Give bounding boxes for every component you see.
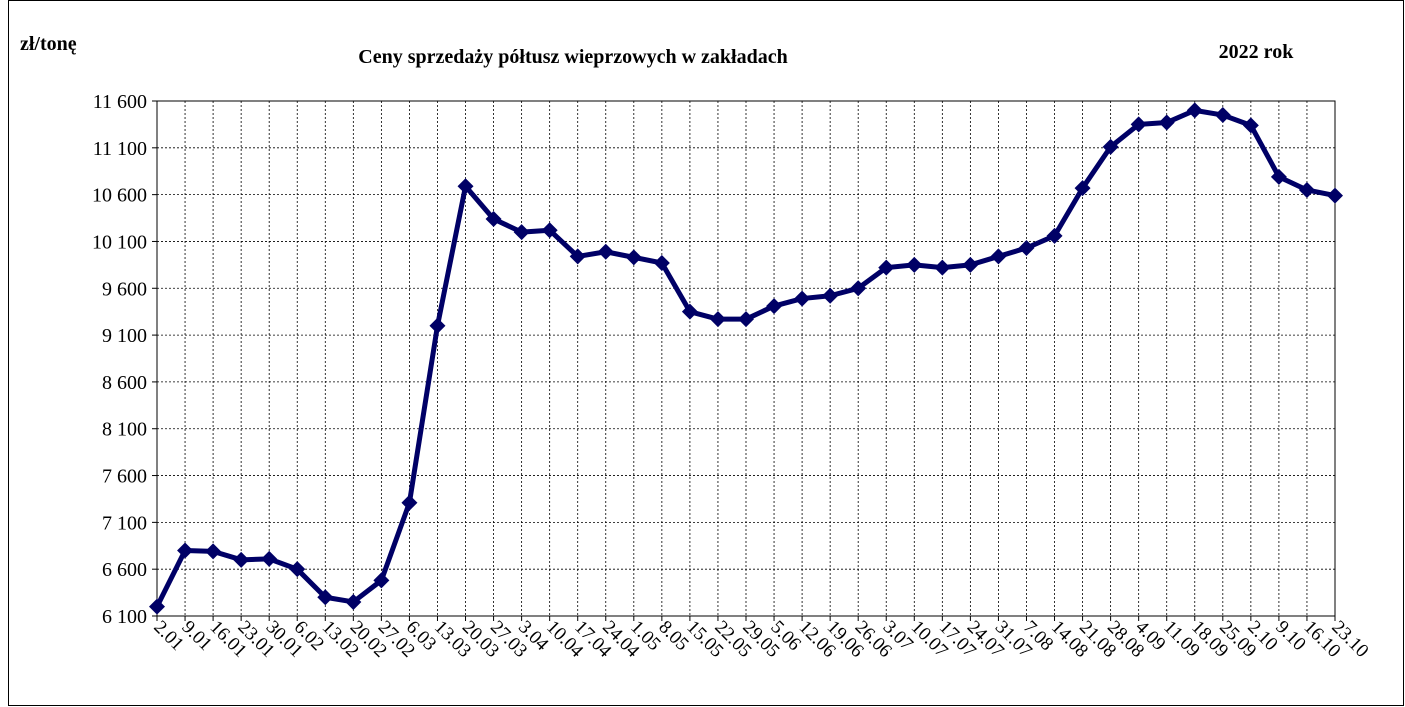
y-tick-label: 11 100 bbox=[93, 138, 147, 160]
chart-title: Ceny sprzedaży półtusz wieprzowych w zak… bbox=[358, 46, 787, 68]
data-point bbox=[738, 311, 754, 328]
data-point bbox=[1158, 114, 1175, 131]
data-point bbox=[429, 317, 446, 334]
data-point bbox=[625, 249, 642, 266]
y-tick-label: 6 600 bbox=[102, 559, 147, 581]
y-tick-label: 7 100 bbox=[102, 512, 147, 534]
data-point bbox=[177, 542, 194, 559]
y-tick-label: 7 600 bbox=[102, 466, 147, 488]
data-point bbox=[149, 598, 165, 615]
y-tick-label: 11 600 bbox=[93, 91, 147, 113]
data-point bbox=[233, 551, 250, 568]
y-axis-label: zł/tonę bbox=[20, 33, 77, 55]
data-point bbox=[1298, 181, 1315, 198]
data-point bbox=[681, 303, 698, 320]
data-point bbox=[794, 290, 811, 307]
data-point bbox=[850, 280, 867, 297]
data-point bbox=[1074, 180, 1091, 197]
data-point bbox=[289, 561, 306, 578]
data-point bbox=[1214, 107, 1231, 124]
data-point bbox=[513, 224, 530, 241]
data-point bbox=[597, 243, 614, 260]
data-point bbox=[205, 543, 222, 560]
y-tick-label: 8 100 bbox=[102, 419, 147, 441]
y-tick-label: 8 600 bbox=[102, 372, 147, 394]
data-point bbox=[373, 572, 390, 589]
plot-frame bbox=[156, 100, 1336, 617]
data-point bbox=[822, 287, 839, 304]
data-point bbox=[766, 298, 783, 315]
data-point bbox=[1130, 116, 1147, 133]
data-point bbox=[317, 589, 334, 606]
data-point bbox=[457, 178, 474, 195]
data-point bbox=[962, 256, 979, 273]
data-point bbox=[653, 254, 670, 271]
data-point bbox=[934, 259, 951, 276]
data-point bbox=[1270, 168, 1287, 185]
y-tick-label: 9 600 bbox=[102, 278, 147, 300]
data-point bbox=[345, 593, 362, 610]
data-point bbox=[401, 494, 418, 511]
data-point bbox=[485, 210, 502, 227]
y-tick-label: 9 100 bbox=[102, 325, 147, 347]
data-point bbox=[569, 248, 586, 265]
data-point bbox=[1102, 138, 1119, 155]
data-point bbox=[1242, 117, 1259, 134]
y-tick-label: 10 600 bbox=[92, 185, 147, 207]
data-point bbox=[990, 248, 1007, 265]
data-point bbox=[1018, 240, 1035, 257]
data-point bbox=[878, 259, 895, 276]
data-point bbox=[261, 550, 278, 567]
data-point bbox=[541, 222, 558, 239]
data-point bbox=[1186, 102, 1203, 119]
data-point bbox=[1327, 187, 1343, 204]
data-point bbox=[906, 256, 923, 273]
data-point bbox=[1046, 227, 1063, 244]
y-tick-label: 10 100 bbox=[92, 231, 147, 253]
data-point bbox=[709, 311, 726, 328]
chart-subtitle: 2022 rok bbox=[1219, 41, 1295, 63]
y-tick-label: 6 100 bbox=[102, 606, 147, 628]
